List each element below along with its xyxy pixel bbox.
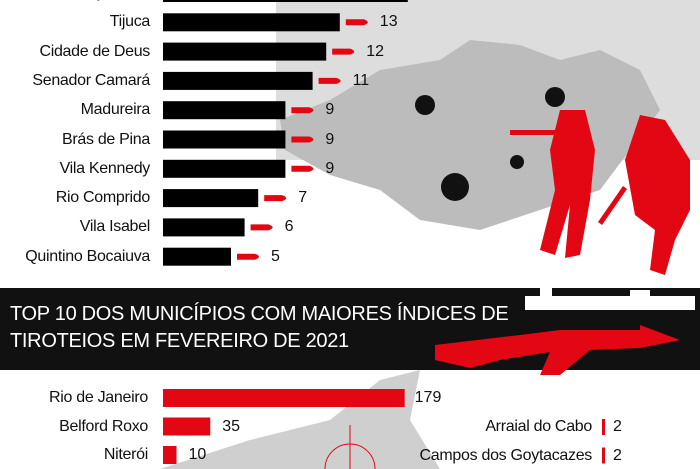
rifle-icon bbox=[435, 325, 680, 375]
bar bbox=[163, 446, 177, 464]
skyline bbox=[525, 288, 695, 310]
category-label: Campos dos Goytacazes bbox=[419, 446, 593, 464]
value-label: 5 bbox=[271, 247, 280, 265]
value-label: 9 bbox=[325, 159, 335, 177]
bar bbox=[163, 159, 286, 178]
bullet-icon bbox=[237, 253, 259, 260]
category-label: Cidade de Deus bbox=[39, 42, 150, 60]
category-label: Tijuca bbox=[109, 13, 151, 31]
bar bbox=[163, 101, 286, 120]
category-label: Quintino Bocaiuva bbox=[25, 247, 150, 265]
value-label: 6 bbox=[284, 218, 294, 236]
bullet-icon bbox=[264, 195, 287, 202]
value-label: 13 bbox=[379, 13, 398, 31]
category-label: Vila Isabel bbox=[79, 218, 151, 236]
category-label: Vila Kennedy bbox=[59, 159, 151, 177]
bar bbox=[602, 447, 605, 464]
category-label: Praça Seca bbox=[0, 0, 150, 2]
category-label: Senador Camará bbox=[32, 71, 150, 89]
value-label: 11 bbox=[352, 71, 370, 89]
bar bbox=[163, 71, 313, 90]
category-label: Madureira bbox=[80, 101, 151, 119]
category-label: Brás de Pina bbox=[61, 130, 150, 148]
bar bbox=[602, 419, 605, 435]
value-label: 179 bbox=[414, 389, 442, 406]
category-label: Rio de Janeiro bbox=[49, 389, 148, 406]
bar bbox=[163, 389, 405, 407]
chart-title: TOP 10 DOS MUNICÍPIOS COM MAIORES ÍNDICE… bbox=[10, 303, 509, 352]
value-label: 9 bbox=[325, 130, 335, 148]
value-label: 35 bbox=[222, 417, 241, 435]
soldier-silhouettes bbox=[510, 110, 690, 275]
bar bbox=[163, 130, 286, 149]
value-label: 9 bbox=[325, 101, 335, 119]
value-label: 12 bbox=[366, 42, 384, 60]
category-label: Niterói bbox=[103, 446, 148, 463]
value-label: 2 bbox=[613, 418, 622, 435]
category-label: Arraial do Cabo bbox=[485, 418, 592, 435]
crosshair-icon bbox=[324, 425, 376, 469]
bar bbox=[163, 218, 245, 237]
bullet-icon bbox=[345, 19, 368, 26]
value-label: 10 bbox=[188, 446, 207, 463]
bullet-icon bbox=[332, 48, 355, 55]
bullet-icon bbox=[318, 77, 341, 84]
bullet-icon bbox=[291, 107, 314, 114]
bar bbox=[163, 247, 231, 266]
bar bbox=[163, 417, 211, 436]
bar bbox=[163, 13, 340, 32]
category-label: Rio Comprido bbox=[55, 189, 151, 207]
bullet-icon bbox=[291, 165, 314, 172]
category-label: Belford Roxo bbox=[59, 417, 148, 435]
value-label: 2 bbox=[613, 446, 622, 464]
value-label: 18 bbox=[448, 0, 466, 2]
bullet-icon bbox=[291, 136, 314, 143]
bullet-holes bbox=[415, 87, 565, 201]
bar bbox=[163, 189, 259, 208]
bar bbox=[163, 0, 408, 2]
bar bbox=[163, 42, 327, 61]
value-label: 7 bbox=[298, 189, 308, 207]
bullet-icon bbox=[250, 224, 273, 231]
